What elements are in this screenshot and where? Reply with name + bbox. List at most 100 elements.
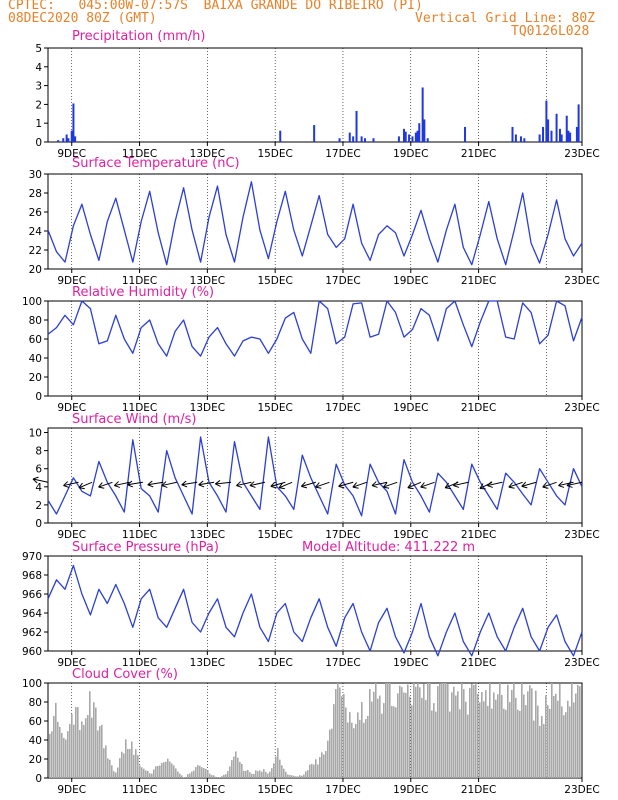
wind-arrow-head bbox=[371, 485, 378, 488]
cloud-bar bbox=[421, 697, 423, 778]
precip-bar bbox=[411, 136, 414, 142]
wind-arrow bbox=[486, 481, 503, 488]
cloud-bar bbox=[345, 707, 347, 778]
wind-arrow-shaft bbox=[278, 481, 293, 489]
cloud-bar bbox=[443, 683, 445, 778]
x-tick-label: 11DEC bbox=[122, 784, 157, 796]
cloud-bar bbox=[91, 717, 93, 778]
plot-frame bbox=[47, 555, 583, 652]
cloud-bar bbox=[549, 708, 551, 778]
cloud-bar bbox=[59, 726, 61, 778]
cloud-bar bbox=[397, 693, 399, 778]
cloud-bar bbox=[229, 766, 231, 778]
y-tick-label: 0 bbox=[35, 137, 42, 149]
wind-arrow bbox=[249, 481, 266, 488]
y-tick-label: 3 bbox=[35, 81, 42, 93]
cloud-bar bbox=[205, 768, 207, 778]
cloud-bar bbox=[207, 770, 209, 778]
cloud-bar bbox=[471, 683, 473, 778]
x-tick-label: 19DEC bbox=[393, 148, 428, 160]
cloud-bar bbox=[209, 773, 211, 778]
cloud-bar bbox=[267, 773, 269, 778]
wind-arrow-head bbox=[127, 484, 134, 488]
wind-arrow-head bbox=[278, 487, 285, 490]
cloud-bar bbox=[63, 737, 65, 778]
plot-frame bbox=[47, 173, 583, 270]
x-tick-label: 21DEC bbox=[461, 657, 496, 669]
y-tick-label: 966 bbox=[22, 589, 42, 601]
cloud-bar bbox=[301, 775, 303, 778]
wind-arrow bbox=[566, 481, 583, 488]
x-tick-label: 15DEC bbox=[257, 529, 292, 541]
cloud-bar bbox=[221, 776, 223, 778]
chart-annotation: Model Altitude: 411.222 m bbox=[302, 540, 475, 555]
cloud-bar bbox=[419, 687, 421, 778]
x-tick-label: 13DEC bbox=[190, 657, 225, 669]
cloud-bar bbox=[485, 690, 487, 778]
wind-arrow bbox=[352, 481, 367, 489]
x-tick-label: 23DEC bbox=[564, 275, 599, 287]
x-tick-label: 11DEC bbox=[122, 657, 157, 669]
precip-bar bbox=[547, 119, 550, 142]
y-tick-label: 20 bbox=[29, 264, 42, 276]
wind-arrow-shaft bbox=[236, 481, 252, 487]
cloud-bar bbox=[563, 715, 565, 778]
y-tick-label: 22 bbox=[29, 245, 42, 257]
cloud-bar bbox=[305, 771, 307, 778]
cloud-bar bbox=[511, 690, 513, 778]
wind-arrow bbox=[78, 481, 93, 490]
cloud-bar bbox=[269, 771, 271, 778]
y-tick-label: 960 bbox=[22, 646, 42, 658]
wind-arrow-head bbox=[315, 482, 320, 488]
cloud-bar bbox=[261, 771, 263, 778]
cloud-bar bbox=[195, 767, 197, 778]
wind-arrow-head bbox=[270, 485, 277, 489]
x-tick-label: 23DEC bbox=[564, 657, 599, 669]
cloud-bar bbox=[559, 683, 561, 778]
header-date: 08DEC2020 80Z (GMT) bbox=[8, 11, 157, 26]
precip-bar bbox=[403, 128, 405, 142]
chart-panel-2: 0 20 40 60 80 100 9DEC 11DEC 13DEC 15DEC 17DEC 19DE… bbox=[22, 285, 600, 414]
cloud-bar bbox=[285, 771, 287, 778]
x-tick-label: 21DEC bbox=[461, 402, 496, 414]
cloud-bar bbox=[175, 768, 177, 778]
header-model: TQ0126L028 bbox=[511, 24, 590, 39]
cloud-bar bbox=[529, 685, 531, 778]
cloud-bar bbox=[303, 774, 305, 778]
cloud-bar bbox=[277, 748, 279, 778]
wind-arrow-shaft bbox=[147, 481, 164, 486]
cloud-bar bbox=[51, 731, 53, 778]
cloud-bar bbox=[197, 765, 199, 778]
precip-bar bbox=[352, 136, 355, 142]
cloud-bar bbox=[487, 706, 489, 778]
wind-arrow-head bbox=[98, 486, 105, 489]
cloud-bar bbox=[371, 701, 373, 778]
cloud-bar bbox=[237, 757, 239, 778]
cloud-bar bbox=[567, 700, 569, 778]
chart-panel-0: 0 1 2 3 4 5 9DEC 11DEC 13DEC 15DEC 17DEC 19DEC 21DEC… bbox=[35, 29, 599, 160]
wind-arrow bbox=[558, 481, 574, 488]
cloud-bar bbox=[177, 771, 179, 778]
cloud-bar bbox=[415, 686, 417, 778]
wind-arrow bbox=[315, 481, 330, 489]
cloud-bar bbox=[513, 683, 515, 778]
precip-bar bbox=[577, 104, 580, 142]
chart-title: Relative Humidity (%) bbox=[72, 285, 214, 300]
cloud-bar bbox=[255, 770, 257, 778]
cloud-bar bbox=[515, 697, 517, 778]
y-tick-label: 968 bbox=[22, 570, 42, 582]
wind-arrow bbox=[63, 481, 79, 488]
wind-arrow-shaft bbox=[181, 481, 198, 486]
precip-bar bbox=[57, 140, 60, 142]
precip-bar bbox=[355, 110, 358, 142]
y-tick-label: 80 bbox=[29, 697, 42, 709]
chart-title: Precipitation (mm/h) bbox=[72, 29, 205, 44]
cloud-bar bbox=[287, 774, 289, 778]
precip-bar bbox=[538, 134, 541, 142]
precip-bar bbox=[372, 138, 375, 142]
wind-arrow bbox=[98, 481, 113, 489]
precip-bar bbox=[575, 126, 578, 142]
precip-bar bbox=[348, 132, 351, 142]
cloud-bar bbox=[233, 756, 235, 778]
x-tick-label: 9DEC bbox=[57, 529, 86, 541]
